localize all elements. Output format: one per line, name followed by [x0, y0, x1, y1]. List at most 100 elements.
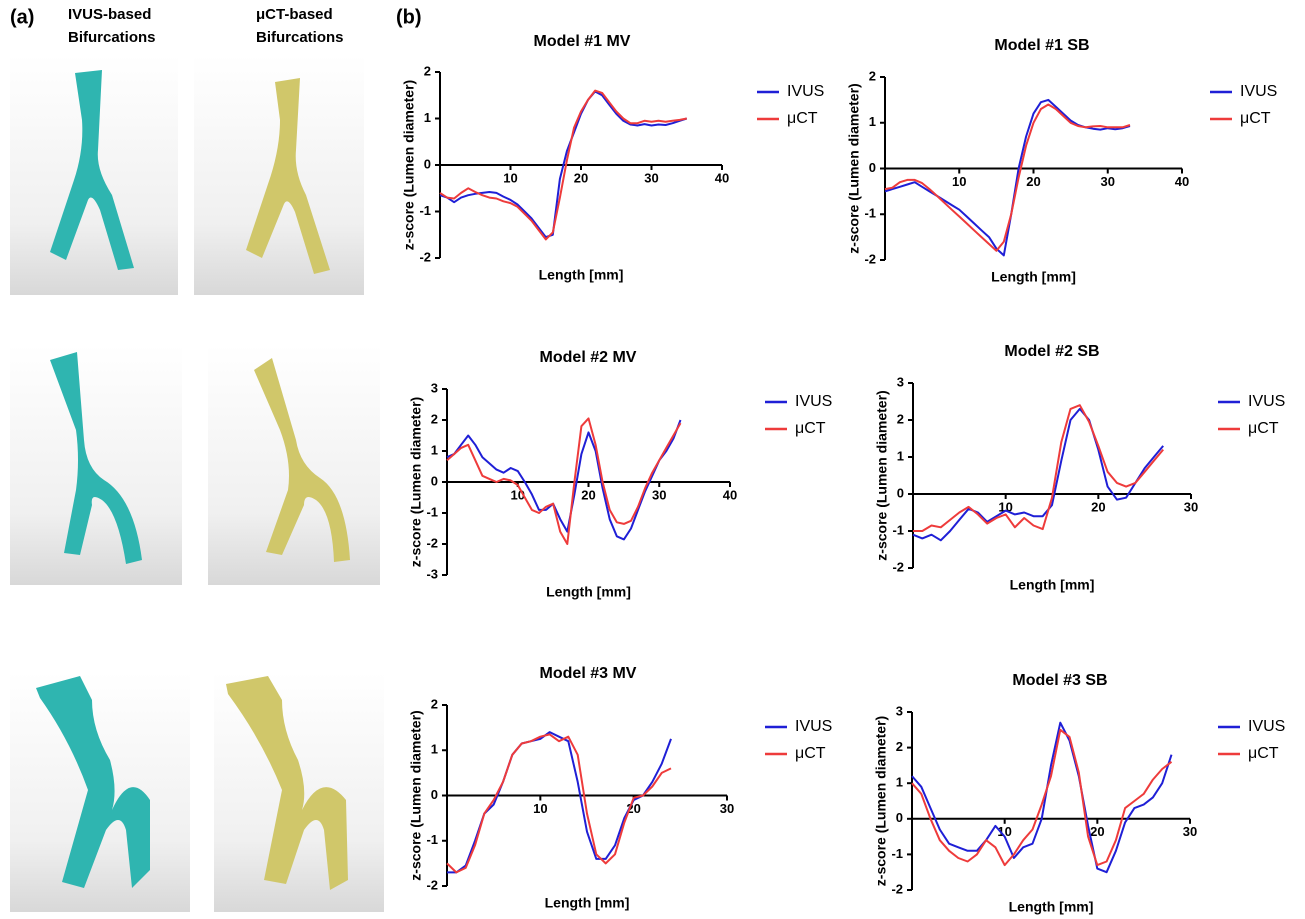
data-line [913, 405, 1163, 531]
y-tick-label: 0 [869, 160, 876, 175]
y-tick-label: 2 [896, 739, 903, 754]
x-tick-label: 10 [503, 170, 517, 185]
column-header: IVUS-based [68, 6, 151, 23]
y-tick-label: -1 [891, 846, 903, 861]
y-tick-label: -2 [419, 249, 431, 264]
y-tick-label: 1 [431, 442, 438, 457]
data-line [885, 105, 1130, 251]
chart: Model #1 MV -2 -1 0 1 2 10 20 30 40 Length [mm] z-s… [401, 33, 825, 282]
legend-label: IVUS [1248, 718, 1285, 735]
y-tick-label: -2 [864, 251, 876, 266]
legend-label: μCT [1240, 110, 1271, 127]
y-tick-label: 2 [424, 63, 431, 78]
x-tick-label: 30 [1184, 499, 1198, 514]
x-tick-label: 30 [1183, 824, 1197, 839]
y-tick-label: 2 [431, 411, 438, 426]
legend-label: IVUS [1240, 83, 1277, 100]
chart: Model #1 SB -2 -1 0 1 2 10 20 30 40 Length [mm] z-s… [846, 37, 1278, 284]
chart-title: Model #1 MV [534, 33, 631, 50]
panel-label: (a) [10, 6, 34, 28]
y-tick-label: 1 [869, 114, 876, 129]
x-tick-label: 20 [1026, 174, 1040, 189]
y-axis-label: z-score (Lumen diameter) [408, 397, 424, 567]
column-header: Bifurcations [68, 29, 156, 46]
render-background [10, 345, 182, 585]
x-tick-label: 40 [723, 487, 737, 502]
y-tick-label: -1 [419, 203, 431, 218]
x-tick-label: 20 [1090, 824, 1104, 839]
y-axis-label: z-score (Lumen diameter) [401, 80, 417, 250]
y-tick-label: 1 [896, 775, 903, 790]
y-axis-label: z-score (Lumen diameter) [874, 390, 890, 560]
y-tick-label: -1 [892, 522, 904, 537]
figure: (a) IVUS-based Bifurcations μCT-based Bi… [0, 0, 1305, 919]
y-tick-label: -2 [426, 535, 438, 550]
column-header: μCT-based [256, 6, 333, 23]
legend-label: μCT [787, 110, 818, 127]
y-tick-label: 0 [431, 473, 438, 488]
y-tick-label: 2 [897, 411, 904, 426]
x-axis-label: Length [mm] [545, 895, 630, 911]
x-tick-label: 20 [574, 170, 588, 185]
x-tick-label: 30 [720, 801, 734, 816]
y-tick-label: -2 [892, 559, 904, 574]
legend-label: IVUS [787, 83, 824, 100]
y-tick-label: 0 [897, 485, 904, 500]
y-tick-label: -1 [426, 504, 438, 519]
legend-label: μCT [1248, 420, 1279, 437]
legend-label: IVUS [795, 393, 832, 410]
chart-title: Model #1 SB [994, 37, 1089, 54]
x-axis-label: Length [mm] [991, 269, 1076, 285]
legend-label: μCT [1248, 745, 1279, 762]
x-tick-label: 30 [1101, 174, 1115, 189]
x-tick-label: 30 [652, 487, 666, 502]
y-tick-label: 0 [431, 787, 438, 802]
x-axis-label: Length [mm] [1010, 577, 1095, 593]
y-tick-label: -2 [426, 877, 438, 892]
y-tick-label: -2 [891, 881, 903, 896]
y-tick-label: 2 [869, 68, 876, 83]
y-tick-label: 3 [896, 703, 903, 718]
y-axis-label: z-score (Lumen diameter) [873, 716, 889, 886]
x-tick-label: 20 [1091, 499, 1105, 514]
chart-title: Model #3 MV [540, 665, 637, 682]
y-tick-label: 0 [424, 156, 431, 171]
x-tick-label: 10 [533, 801, 547, 816]
x-tick-label: 40 [715, 170, 729, 185]
y-axis-label: z-score (Lumen diameter) [846, 83, 862, 253]
y-tick-label: -1 [864, 206, 876, 221]
x-tick-label: 40 [1175, 174, 1189, 189]
x-tick-label: 20 [581, 487, 595, 502]
x-axis-label: Length [mm] [1009, 899, 1094, 915]
legend-label: μCT [795, 420, 826, 437]
y-tick-label: 1 [431, 742, 438, 757]
chart-title: Model #2 MV [540, 349, 637, 366]
x-axis-label: Length [mm] [546, 584, 631, 600]
y-tick-label: 1 [897, 448, 904, 463]
legend-label: IVUS [1248, 393, 1285, 410]
data-line [912, 723, 1172, 873]
y-tick-label: 0 [896, 810, 903, 825]
data-line [885, 100, 1130, 256]
data-line [447, 420, 681, 539]
y-tick-label: 1 [424, 110, 431, 125]
legend-label: IVUS [795, 718, 832, 735]
vessel-renders [10, 55, 384, 912]
x-tick-label: 30 [644, 170, 658, 185]
y-tick-label: 3 [431, 380, 438, 395]
y-axis-label: z-score (Lumen diameter) [408, 710, 424, 880]
y-tick-label: -1 [426, 832, 438, 847]
x-axis-label: Length [mm] [539, 267, 624, 283]
chart-title: Model #2 SB [1004, 343, 1099, 360]
y-tick-label: 2 [431, 696, 438, 711]
chart-title: Model #3 SB [1012, 672, 1107, 689]
y-tick-label: -3 [426, 566, 438, 581]
column-header: Bifurcations [256, 29, 344, 46]
legend-label: μCT [795, 745, 826, 762]
panel-label: (b) [396, 6, 422, 28]
x-tick-label: 10 [952, 174, 966, 189]
